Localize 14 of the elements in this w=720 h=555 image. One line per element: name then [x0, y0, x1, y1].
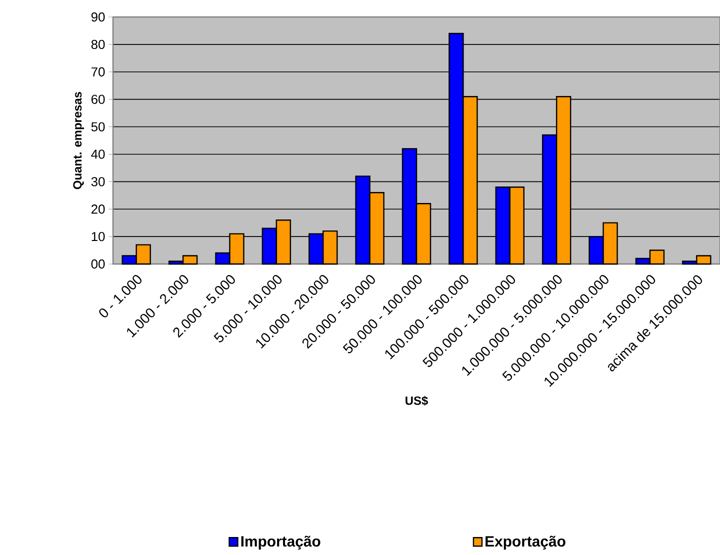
y-tick-label: 10	[92, 232, 105, 242]
legend-label: Exportação	[486, 536, 566, 550]
y-tick-label: 90	[91, 12, 105, 22]
y-tick-label: 40	[91, 150, 105, 159]
y-tick-label: 20	[91, 204, 105, 214]
y-axis-title: Quant. empresas	[73, 92, 84, 190]
x-axis-title: US$	[406, 396, 428, 406]
y-tick-label: 50	[91, 122, 105, 132]
y-tick-label: 70	[91, 67, 105, 76]
legend-label: Importação	[241, 536, 320, 550]
y-tick-label: 00	[91, 259, 105, 269]
y-tick-label: 60	[91, 94, 105, 104]
y-tick-label: 30	[91, 177, 105, 186]
y-tick-label: 80	[91, 40, 105, 50]
